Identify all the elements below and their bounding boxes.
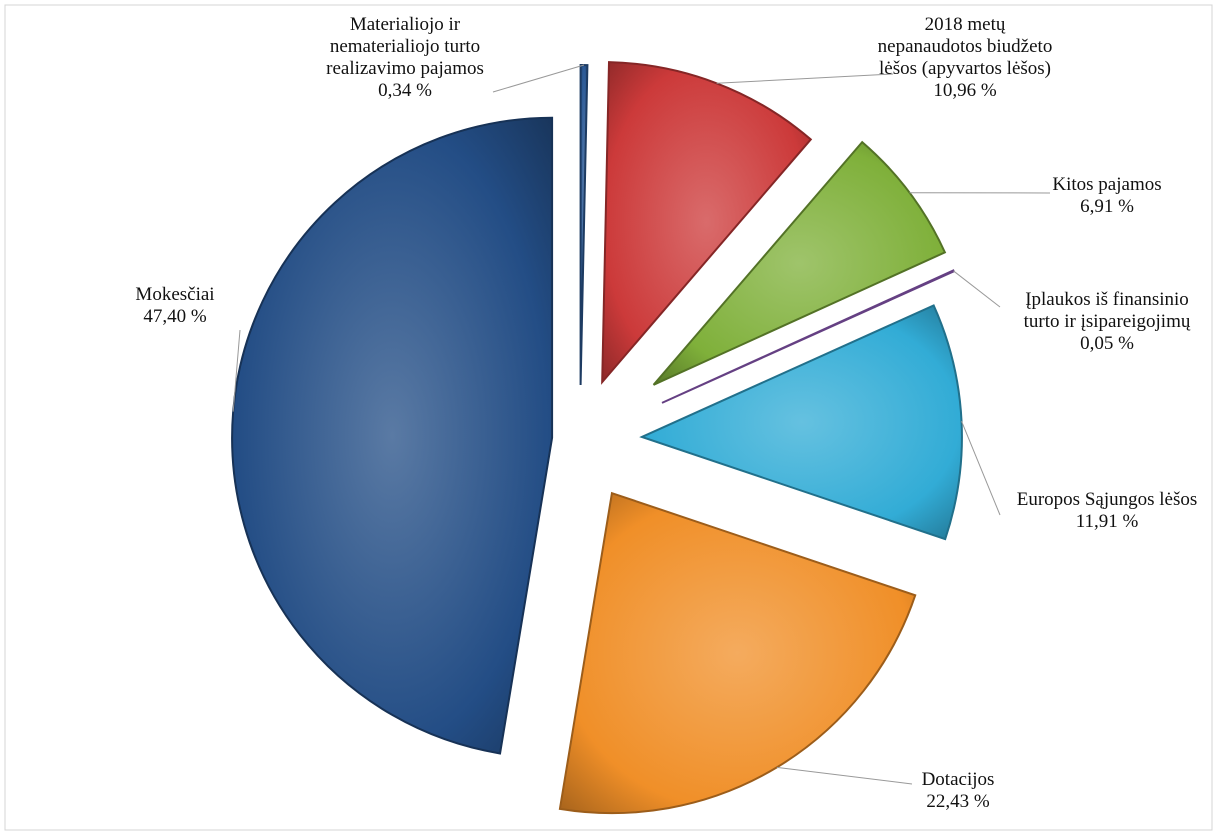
slice-label: 2018 metų nepanaudotos biudžeto lėšos (apy… [878,14,1053,101]
slice-name-label: lėšos (apyvartos lėšos) [879,58,1051,79]
slice-value-label: 22,43 % [926,791,990,812]
slice-label: Kitos pajamos 6,91 % [1052,174,1161,217]
slice-name-label: Materialiojo ir [350,14,461,35]
slice-name-label: 2018 metų [925,14,1006,35]
slice-name-label: Įplaukos iš finansinio [1025,289,1189,310]
slice-label: Dotacijos 22,43 % [922,769,995,812]
leader-line [492,64,585,93]
pie-slice [639,304,963,541]
slice-name-label: turto ir įsipareigojimų [1024,311,1191,332]
leader-line [953,270,1001,308]
slice-value-label: 0,05 % [1080,333,1134,354]
slice-value-label: 6,91 % [1080,196,1134,217]
leader-lines [232,64,1051,785]
leader-line [716,73,894,84]
slice-label: Materialiojo ir nematerialiojo turto reali… [326,14,484,101]
slice-name-label: Mokesčiai [135,284,214,305]
slice-name-label: nematerialiojo turto [330,36,480,57]
pie-slice [601,61,813,385]
slice-value-label: 11,91 % [1076,511,1139,532]
leader-line [776,766,913,785]
slice-label: Mokesčiai 47,40 % [135,284,214,327]
slice-name-label: nepanaudotos biudžeto [878,36,1053,57]
slice-value-label: 47,40 % [143,306,207,327]
pie-slice [558,491,917,815]
slice-name-label: Kitos pajamos [1052,174,1161,195]
leader-line [232,329,241,412]
leader-line [961,420,1001,516]
labels-layer: Materialiojo ir nematerialiojo turto reali… [135,14,1197,812]
slice-value-label: 0,34 % [378,80,432,101]
slice-label: Europos Sąjungos lėšos 11,91 % [1017,489,1198,532]
slice-name-label: Europos Sąjungos lėšos [1017,489,1198,510]
slice-name-label: realizavimo pajamos [326,58,484,79]
slice-label: Įplaukos iš finansinio turto ir įsipareig… [1024,289,1191,354]
slice-name-label: Dotacijos [922,769,995,790]
slice-value-label: 10,96 % [933,80,997,101]
